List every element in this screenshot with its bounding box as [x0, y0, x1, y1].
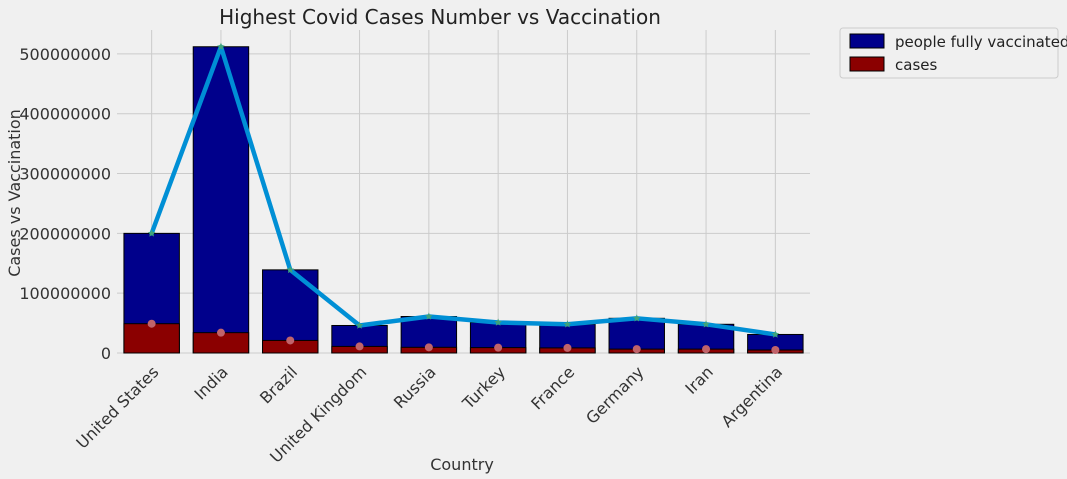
legend-box [839, 27, 1059, 79]
line-marker-united-states [147, 229, 156, 237]
line-marker-india [217, 42, 225, 50]
scatter-point-united-kingdom [355, 342, 364, 351]
line-marker-brazil [286, 265, 295, 274]
scatter-point-turkey [494, 343, 503, 352]
y-axis-label: Cases vs Vaccination [5, 109, 24, 277]
line-marker-iran [702, 320, 710, 328]
line-marker-germany [632, 314, 641, 322]
x-tick-label-turkey: Turkey [458, 362, 509, 413]
legend-label-people-fully-vaccinated: people fully vaccinated [895, 33, 1067, 51]
overlay-series [147, 42, 780, 355]
line-marker-france [563, 320, 572, 328]
line-marker-turkey [494, 318, 502, 326]
x-tick-label-argentina: Argentina [718, 362, 787, 431]
legend-swatch-cases [849, 56, 885, 72]
x-tick-label-india: India [191, 362, 232, 403]
scatter-point-brazil [286, 336, 295, 345]
bar-cases-united-states [123, 323, 180, 354]
scatter-point-united-states [147, 319, 156, 328]
chart-title: Highest Covid Cases Number vs Vaccinatio… [219, 5, 661, 29]
legend-label-cases: cases [895, 56, 937, 74]
y-tick-label: 200000000 [19, 224, 111, 243]
scatter-point-argentina [771, 346, 780, 355]
scatter-point-germany [632, 345, 641, 354]
y-tick-label: 100000000 [19, 284, 111, 303]
scatter-point-russia [424, 343, 433, 352]
x-tick-label-russia: Russia [390, 362, 440, 412]
legend: people fully vaccinated cases [839, 27, 1067, 79]
scatter-point-iran [702, 345, 711, 354]
y-tick-label: 0 [101, 344, 111, 363]
scatter-point-india [216, 328, 225, 337]
trend-line [149, 44, 778, 337]
x-tick-label-brazil: Brazil [256, 362, 301, 407]
x-tick-label-united-states: United States [72, 362, 162, 452]
line-marker-argentina [771, 330, 780, 338]
scatter-point-france [563, 343, 572, 352]
x-tick-label-germany: Germany [582, 362, 647, 427]
x-axis-label: Country [430, 455, 494, 474]
y-tick-label: 300000000 [19, 165, 111, 184]
y-tick-label: 500000000 [19, 45, 111, 64]
y-tick-labels: 0 100000000 200000000 300000000 400000000 500… [19, 45, 111, 363]
x-tick-label-france: France [527, 362, 578, 413]
y-tick-label: 400000000 [19, 105, 111, 124]
legend-swatch-people-fully-vaccinated [849, 33, 885, 49]
line-marker-united-kingdom [355, 321, 364, 329]
x-tick-label-iran: Iran [681, 362, 717, 398]
line-marker-russia [425, 312, 433, 320]
